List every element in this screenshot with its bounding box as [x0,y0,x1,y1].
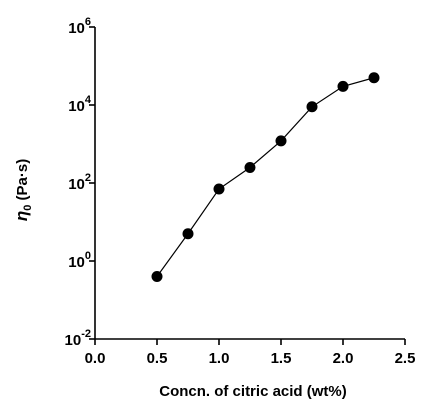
data-point [275,135,287,147]
x-tick-label: 0.5 [147,350,168,367]
series-line [156,77,375,277]
data-point [306,101,318,113]
data-point [182,228,194,240]
data-point [368,72,380,84]
y-axis-label: η0 (Pa·s) [12,159,34,221]
x-tick-label: 1.5 [271,350,292,367]
x-tick-label: 0.0 [85,350,106,367]
y-axis-label-subscript: 0 [22,205,34,211]
x-tick-label: 1.0 [209,350,230,367]
y-axis-label-symbol: η [12,211,31,221]
y-axis-label-unit: (Pa·s) [14,159,31,205]
x-tick-label: 2.0 [333,350,354,367]
y-tick-label: 10-2 [65,328,91,349]
x-ticks: 0.0 0.5 1.0 1.5 2.0 2.5 [85,339,416,367]
x-tick-label: 2.5 [395,350,416,367]
y-tick-label: 100 [68,250,91,271]
data-point [244,161,256,173]
axes [94,27,405,340]
x-axis-label: Concn. of citric acid (wt%) [159,383,347,400]
y-tick-label: 106 [68,16,91,37]
data-point [151,271,163,283]
series [151,72,380,283]
y-tick-label: 102 [68,172,91,193]
data-point [213,183,225,195]
data-point [337,80,349,92]
y-ticks: 10-2 100 102 104 106 [65,16,95,349]
y-tick-label: 104 [68,94,92,115]
